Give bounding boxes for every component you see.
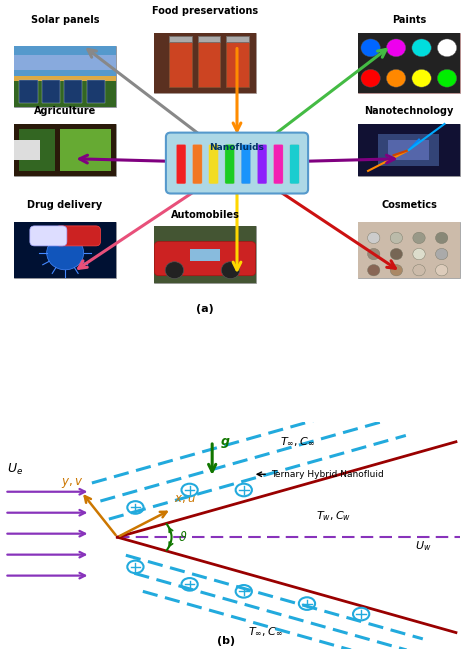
Text: g: g xyxy=(221,435,230,448)
Circle shape xyxy=(367,249,380,260)
Text: $T_w, C_w$: $T_w, C_w$ xyxy=(316,509,351,524)
Bar xyxy=(60,129,111,171)
Bar xyxy=(154,226,256,283)
Bar xyxy=(198,36,220,88)
Bar xyxy=(169,36,192,88)
Circle shape xyxy=(367,265,380,276)
FancyBboxPatch shape xyxy=(257,144,267,184)
Circle shape xyxy=(165,262,183,278)
Circle shape xyxy=(412,39,431,56)
Text: Nanotechnology: Nanotechnology xyxy=(365,106,454,116)
Text: (a): (a) xyxy=(196,304,214,313)
Bar xyxy=(87,80,105,103)
Circle shape xyxy=(367,232,380,243)
Text: Solar panels: Solar panels xyxy=(31,14,99,25)
FancyBboxPatch shape xyxy=(290,144,299,184)
Text: $x, u$: $x, u$ xyxy=(174,492,196,505)
Bar xyxy=(14,140,40,160)
Circle shape xyxy=(436,265,448,276)
Text: $U_w$: $U_w$ xyxy=(415,539,432,553)
Circle shape xyxy=(436,232,448,243)
Bar xyxy=(358,32,460,93)
Circle shape xyxy=(413,265,425,276)
Bar xyxy=(14,124,116,176)
Bar xyxy=(42,80,60,103)
FancyBboxPatch shape xyxy=(55,226,100,246)
Circle shape xyxy=(46,236,84,270)
Text: $U_e$: $U_e$ xyxy=(7,461,23,476)
FancyBboxPatch shape xyxy=(241,144,251,184)
Bar xyxy=(388,140,429,160)
Bar xyxy=(64,80,82,103)
Bar xyxy=(14,55,116,70)
Bar xyxy=(227,36,249,42)
Bar xyxy=(358,222,460,278)
Text: Cosmetics: Cosmetics xyxy=(381,201,437,210)
Bar xyxy=(14,222,116,278)
Text: Agriculture: Agriculture xyxy=(34,106,96,116)
Bar xyxy=(14,124,116,176)
Text: Paints: Paints xyxy=(392,14,426,25)
Circle shape xyxy=(390,232,402,243)
Bar xyxy=(14,80,116,106)
Bar xyxy=(14,76,116,81)
Circle shape xyxy=(436,249,448,260)
Circle shape xyxy=(438,69,457,87)
Circle shape xyxy=(390,265,402,276)
Bar xyxy=(154,226,256,283)
Text: Food preservations: Food preservations xyxy=(152,6,258,16)
Bar xyxy=(198,36,220,42)
Text: $T_\infty, C_\infty$: $T_\infty, C_\infty$ xyxy=(280,435,315,448)
Circle shape xyxy=(386,39,406,56)
FancyBboxPatch shape xyxy=(192,144,202,184)
Text: $T_\infty, C_\infty$: $T_\infty, C_\infty$ xyxy=(248,626,283,638)
Bar xyxy=(14,45,116,106)
Bar xyxy=(154,32,256,93)
Bar xyxy=(19,129,55,171)
Bar xyxy=(169,36,192,42)
Text: Ternary Hybrid Nanofluid: Ternary Hybrid Nanofluid xyxy=(257,470,383,479)
Bar xyxy=(19,80,37,103)
Text: $\vartheta$: $\vartheta$ xyxy=(178,530,188,544)
Bar xyxy=(154,32,256,93)
FancyBboxPatch shape xyxy=(209,144,219,184)
Text: Automobiles: Automobiles xyxy=(171,210,240,220)
Circle shape xyxy=(361,69,380,87)
Circle shape xyxy=(438,39,457,56)
Bar xyxy=(190,249,220,261)
FancyBboxPatch shape xyxy=(30,226,67,246)
Circle shape xyxy=(413,232,425,243)
Bar xyxy=(358,32,460,93)
Circle shape xyxy=(390,249,402,260)
FancyBboxPatch shape xyxy=(155,241,255,276)
Bar xyxy=(14,222,116,278)
Text: Drug delivery: Drug delivery xyxy=(27,201,102,210)
FancyBboxPatch shape xyxy=(166,132,308,193)
Bar xyxy=(358,124,460,176)
Bar xyxy=(378,134,439,165)
Bar xyxy=(358,222,460,278)
FancyBboxPatch shape xyxy=(176,144,186,184)
Text: $y, v$: $y, v$ xyxy=(61,476,83,490)
Text: Nanofluids: Nanofluids xyxy=(210,143,264,153)
Circle shape xyxy=(361,39,380,56)
Circle shape xyxy=(221,262,240,278)
FancyBboxPatch shape xyxy=(225,144,235,184)
Circle shape xyxy=(413,249,425,260)
Bar xyxy=(358,124,460,176)
Circle shape xyxy=(412,69,431,87)
Circle shape xyxy=(386,69,406,87)
Bar xyxy=(227,36,249,88)
Text: (b): (b) xyxy=(217,636,235,646)
FancyBboxPatch shape xyxy=(273,144,283,184)
Bar xyxy=(14,45,116,79)
